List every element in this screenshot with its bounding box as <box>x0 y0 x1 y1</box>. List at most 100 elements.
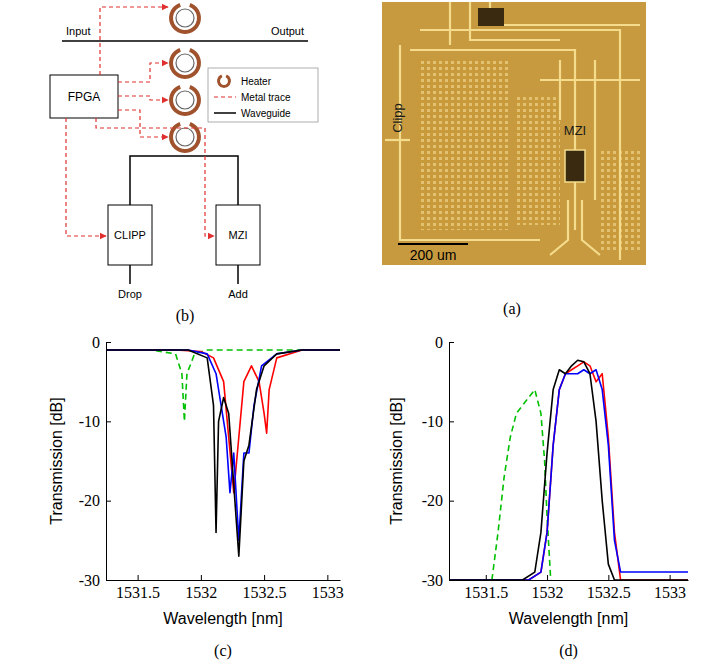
data-line <box>449 360 688 580</box>
x-tick-mark <box>138 575 139 580</box>
annotation: MZI <box>564 123 586 138</box>
x-tick: 1533 <box>312 575 344 601</box>
data-line <box>449 370 688 580</box>
y-tick-mark <box>106 421 111 422</box>
x-tick: 1532 <box>185 575 217 601</box>
clipp-block <box>108 205 152 265</box>
panel-label: (c) <box>214 642 232 660</box>
y-axis-title: Transmission [dB] <box>388 397 405 524</box>
clipp-pad <box>478 8 504 26</box>
y-tick: 0 <box>92 334 111 351</box>
micrograph <box>382 2 646 265</box>
ring-resonator <box>176 54 194 72</box>
metal-trace <box>100 7 168 75</box>
x-tick: 1532.5 <box>243 575 287 601</box>
legend-box <box>208 68 318 122</box>
plot-area <box>449 360 688 580</box>
x-tick-label: 1532 <box>185 584 217 601</box>
y-tick: 0 <box>435 334 454 351</box>
data-line <box>492 390 551 580</box>
metal-trace <box>96 118 214 236</box>
y-tick: -30 <box>79 572 111 589</box>
x-tick-mark <box>201 575 202 580</box>
y-axis: 0 -10 -20 -30 <box>422 334 454 589</box>
metal-line <box>470 2 560 40</box>
mzi-heater <box>565 150 585 182</box>
y-tick-mark <box>106 501 111 502</box>
legend-entry: Heater <box>241 76 272 87</box>
x-tick-mark <box>486 575 487 580</box>
port-label: Add <box>228 288 248 300</box>
x-tick: 1532.5 <box>587 575 631 601</box>
y-tick-mark <box>449 421 454 422</box>
y-tick-mark <box>449 501 454 502</box>
x-axis-line <box>107 580 341 581</box>
x-axis-title: Wavelength [nm] <box>163 610 282 627</box>
metal-trace <box>118 96 168 100</box>
figure: FPGACLIPPMZIInputOutputDropAddHeaterMeta… <box>0 0 701 666</box>
metal-trace <box>118 63 168 82</box>
ring-resonator <box>176 128 194 146</box>
data-line <box>106 350 340 556</box>
chart: 1531.515321532.515330-10-20-30Wavelength… <box>48 334 344 660</box>
x-tick-mark <box>547 575 548 580</box>
heater <box>169 3 201 34</box>
y-tick-label: -10 <box>79 413 100 430</box>
clipp-label: CLIPP <box>114 229 146 241</box>
x-tick-label: 1532.5 <box>587 584 631 601</box>
metal-line <box>420 30 620 260</box>
y-tick-mark <box>106 580 111 581</box>
x-tick-label: 1531.5 <box>116 584 160 601</box>
panel-label: (b) <box>176 307 195 325</box>
x-tick-label: 1533 <box>654 584 686 601</box>
data-line <box>106 350 340 540</box>
metal-line <box>582 200 600 255</box>
y-axis-line <box>106 343 107 581</box>
x-tick: 1531.5 <box>464 575 508 601</box>
fill-pattern <box>418 60 508 230</box>
metal-trace <box>118 110 168 137</box>
fpga-block <box>50 75 118 118</box>
panel-label: (d) <box>559 642 578 660</box>
panel-a: ClippMZI200 um(a) <box>382 2 646 318</box>
ring-resonator <box>176 91 194 109</box>
metal-line <box>559 60 561 120</box>
bus-waveguide <box>62 40 308 42</box>
data-line <box>106 350 340 421</box>
y-tick-label: -10 <box>422 413 443 430</box>
x-axis-line <box>450 580 689 581</box>
metal-line <box>540 79 640 81</box>
port-label: Output <box>271 25 304 37</box>
y-tick-label: -30 <box>79 572 100 589</box>
x-tick: 1532 <box>532 575 564 601</box>
data-line <box>449 362 688 580</box>
add-in-waveguide <box>237 265 239 284</box>
legend-entry: Metal trace <box>241 92 291 103</box>
y-tick: -10 <box>422 413 454 430</box>
port-label: Drop <box>118 288 142 300</box>
x-tick-mark <box>327 575 328 580</box>
metal-line <box>449 2 451 45</box>
heater <box>169 85 201 116</box>
metal-trace <box>66 118 106 236</box>
mzi-label: MZI <box>229 229 248 241</box>
metal-line <box>410 50 575 230</box>
legend-entry: Waveguide <box>241 108 291 119</box>
y-tick-label: 0 <box>92 334 100 351</box>
y-tick: -20 <box>422 492 454 509</box>
y-tick-mark <box>449 580 454 581</box>
plot-area <box>106 350 340 556</box>
y-tick-mark <box>449 342 454 343</box>
y-axis-title: Transmission [dB] <box>48 397 65 524</box>
metal-line <box>490 2 640 25</box>
ring-resonator <box>176 9 194 27</box>
legend-waveguide-icon <box>214 112 236 114</box>
x-axis-title: Wavelength [nm] <box>509 610 628 627</box>
y-tick-label: 0 <box>435 334 443 351</box>
x-axis: 1531.5 1532 1532.5 1533 <box>450 575 689 601</box>
x-tick-label: 1531.5 <box>464 584 508 601</box>
heater <box>169 122 201 153</box>
y-tick-label: -30 <box>422 572 443 589</box>
drop-out-waveguide <box>129 265 131 284</box>
annotation: Clipp <box>390 103 405 133</box>
